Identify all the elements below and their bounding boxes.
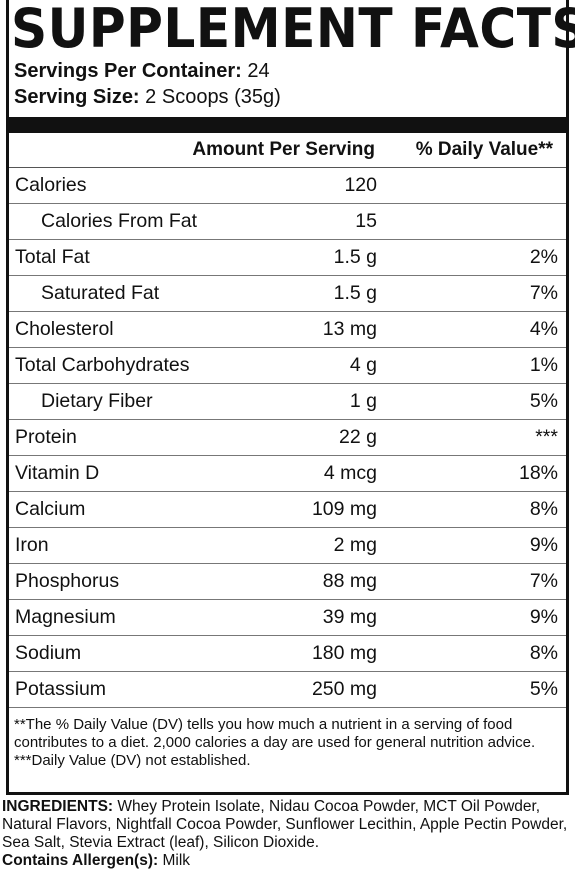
label: Servings Per Container: (14, 60, 242, 82)
daily-value: 18% (518, 462, 558, 484)
amount: 1.5 g (333, 282, 377, 304)
daily-value: 7% (529, 570, 558, 592)
nutrient: Potassium (15, 678, 107, 700)
amount: 120 (344, 174, 377, 196)
daily-value: 2% (529, 246, 558, 268)
allergens-label: Contains Allergen(s): (2, 852, 159, 869)
label: Serving Size: (14, 86, 140, 108)
nutrient-row: Dietary Fiber 1 g 5% (9, 384, 566, 420)
daily-value: 4% (529, 318, 558, 340)
footnote: ***Daily Value (DV) not established. (14, 752, 251, 769)
nutrient: Calories (15, 174, 87, 196)
amount: 4 g (349, 354, 377, 376)
nutrient: Total Carbohydrates (15, 354, 190, 376)
nutrient-row: Sodium 180 mg 8% (9, 636, 566, 672)
nutrient: Vitamin D (15, 462, 100, 484)
nutrient-row: Iron 2 mg 9% (9, 528, 566, 564)
nutrient: Magnesium (15, 606, 116, 628)
allergens-value: Milk (162, 852, 191, 869)
nutrient-row: Total Carbohydrates 4 g 1% (9, 348, 566, 384)
nutrient-row: Calories From Fat 15 (9, 204, 566, 240)
daily-value: 8% (529, 498, 558, 520)
table-header: Amount Per Serving % Daily Value** (9, 133, 566, 168)
daily-value: *** (535, 426, 558, 448)
ingredients-label: INGREDIENTS: (2, 798, 114, 815)
nutrient: Calories From Fat (41, 210, 198, 232)
nutrient: Calcium (15, 498, 86, 520)
nutrient: Protein (15, 426, 77, 448)
amount: 22 g (339, 426, 377, 448)
nutrient: Iron (15, 534, 49, 556)
amount: 15 (355, 210, 377, 232)
dv-header: % Daily Value** (415, 139, 553, 160)
nutrient: Dietary Fiber (41, 390, 153, 412)
divider-bar (9, 117, 566, 133)
amount: 1.5 g (333, 246, 377, 268)
nutrient-row: Potassium 250 mg 5% (9, 672, 566, 708)
daily-value: 5% (529, 678, 558, 700)
footnotes: **The % Daily Value (DV) tells you how m… (9, 708, 566, 770)
amount: 39 mg (322, 606, 377, 628)
daily-value: 8% (529, 642, 558, 664)
servings-per-container: Servings Per Container: 24 (9, 58, 566, 84)
value: 2 Scoops (35g) (145, 86, 281, 108)
amount: 109 mg (311, 498, 377, 520)
amount: 13 mg (322, 318, 377, 340)
title: SUPPLEMENT FACTS (11, 0, 575, 60)
footnote: **The % Daily Value (DV) tells you how m… (14, 716, 536, 751)
nutrient-row: Vitamin D 4 mcg 18% (9, 456, 566, 492)
value: 24 (247, 60, 270, 82)
ingredients-text: Whey Protein Isolate, Nidau Cocoa Powder… (2, 798, 568, 851)
nutrient-row: Magnesium 39 mg 9% (9, 600, 566, 636)
nutrient-row: Phosphorus 88 mg 7% (9, 564, 566, 600)
nutrient-row: Total Fat 1.5 g 2% (9, 240, 566, 276)
nutrient: Total Fat (15, 246, 90, 268)
amount-header: Amount Per Serving (192, 139, 375, 160)
nutrient-row: Cholesterol 13 mg 4% (9, 312, 566, 348)
daily-value: 9% (529, 606, 558, 628)
nutrient: Sodium (15, 642, 82, 664)
daily-value: 7% (529, 282, 558, 304)
nutrient-row: Protein 22 g *** (9, 420, 566, 456)
facts-panel: SUPPLEMENT FACTS Servings Per Container:… (6, 0, 575, 795)
amount: 180 mg (311, 642, 377, 664)
daily-value: 9% (529, 534, 558, 556)
nutrient: Saturated Fat (41, 282, 160, 304)
nutrient-row: Calcium 109 mg 8% (9, 492, 566, 528)
amount: 88 mg (322, 570, 377, 592)
nutrient-row: Saturated Fat 1.5 g 7% (9, 276, 566, 312)
ingredients: INGREDIENTS: Whey Protein Isolate, Nidau… (2, 798, 573, 870)
amount: 4 mcg (323, 462, 377, 484)
serving-size: Serving Size: 2 Scoops (35g) (9, 84, 566, 110)
table-rows: Calories 120 Calories From Fat 15 Total Fat 1… (9, 168, 566, 708)
amount: 2 mg (333, 534, 377, 556)
nutrient: Phosphorus (15, 570, 120, 592)
nutrient-row: Calories 120 (9, 168, 566, 204)
daily-value: 5% (529, 390, 558, 412)
daily-value: 1% (529, 354, 558, 376)
nutrient: Cholesterol (15, 318, 114, 340)
amount: 250 mg (311, 678, 377, 700)
amount: 1 g (349, 390, 377, 412)
